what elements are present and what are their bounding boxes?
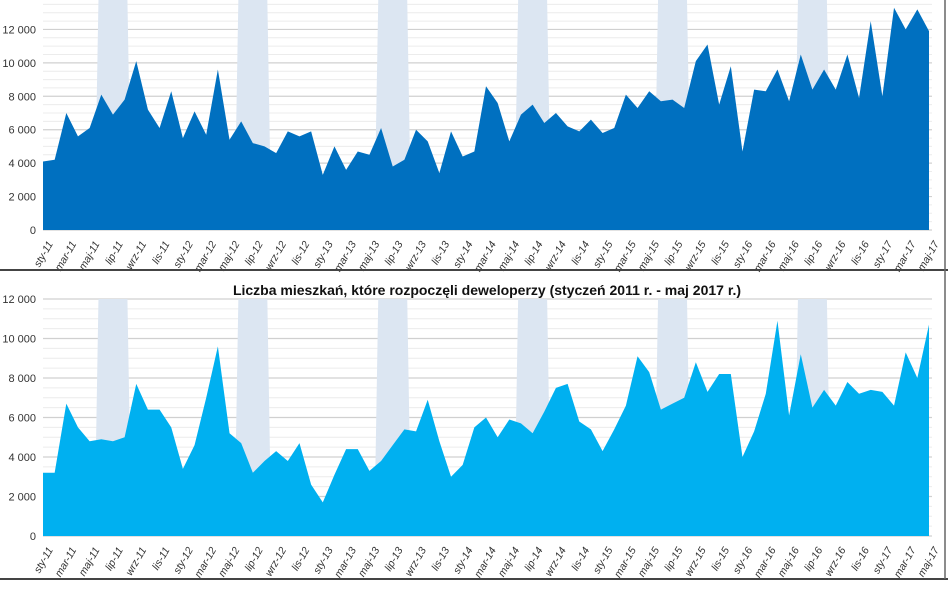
x-tick-label: lis-12 (289, 239, 312, 267)
x-tick-label: lis-16 (849, 545, 872, 573)
x-tick-label: maj-11 (77, 239, 103, 272)
x-tick-label: lis-16 (849, 239, 872, 267)
x-tick-label: sty-15 (591, 239, 616, 270)
x-tick-label: maj-15 (636, 239, 663, 273)
x-tick-label: sty-11 (32, 239, 56, 269)
x-tick-label: sty-13 (311, 239, 336, 270)
x-tick-label: wrz-11 (123, 545, 149, 578)
y-tick-label: 12 000 (2, 24, 36, 36)
y-tick-label: 6 000 (8, 413, 36, 425)
x-tick-label: mar-11 (53, 545, 80, 579)
x-tick-label: lis-14 (569, 239, 592, 267)
area-series (43, 320, 929, 536)
x-tick-label: lip-11 (103, 545, 126, 573)
x-tick-label: maj-12 (216, 545, 243, 579)
x-tick-label: lis-15 (709, 545, 732, 573)
x-tick-label: sty-16 (731, 239, 756, 270)
x-tick-label: sty-15 (591, 545, 616, 576)
x-tick-label: wrz-15 (683, 239, 709, 272)
x-tick-label: sty-14 (451, 239, 476, 270)
x-tick-label: lis-13 (429, 545, 452, 573)
x-tick-label: maj-13 (356, 545, 383, 579)
x-tick-label: wrz-14 (543, 545, 569, 578)
y-tick-label: 8 000 (8, 91, 36, 103)
x-tick-label: maj-17 (916, 238, 943, 273)
x-tick-label: maj-17 (916, 544, 943, 579)
x-tick-label: mar-14 (472, 545, 499, 580)
y-tick-label: 6 000 (8, 125, 36, 137)
x-tick-label: wrz-12 (263, 239, 289, 272)
y-tick-label: 4 000 (8, 158, 36, 170)
x-tick-label: lip-16 (802, 239, 825, 267)
x-tick-label: lis-11 (150, 239, 173, 266)
x-tick-label: mar-12 (192, 545, 219, 580)
x-tick-label: maj-14 (496, 545, 523, 579)
x-tick-label: lis-12 (289, 545, 312, 573)
x-tick-label: sty-14 (451, 545, 476, 576)
x-tick-label: wrz-16 (823, 239, 849, 272)
area-series (43, 7, 929, 231)
x-tick-label: maj-11 (77, 545, 103, 578)
x-tick-label: mar-11 (53, 239, 80, 273)
x-tick-label: lip-11 (103, 239, 126, 267)
x-tick-label: lip-15 (662, 545, 685, 573)
x-tick-label: mar-16 (752, 239, 779, 274)
x-tick-label: sty-12 (171, 239, 196, 270)
x-tick-label: lis-11 (150, 545, 173, 572)
x-tick-label: sty-16 (731, 545, 756, 576)
y-tick-label: 2 000 (8, 492, 36, 504)
y-tick-label: 8 000 (8, 373, 36, 385)
y-tick-label: 0 (30, 531, 36, 543)
x-tick-label: lip-16 (802, 545, 825, 573)
x-tick-label: maj-12 (216, 239, 243, 273)
x-tick-label: mar-17 (892, 544, 920, 580)
x-tick-label: mar-17 (892, 238, 920, 274)
x-tick-label: mar-16 (752, 545, 779, 580)
bottom-chart-title: Liczba mieszkań, które rozpoczęli dewelo… (233, 282, 741, 298)
x-tick-label: lip-13 (382, 239, 405, 267)
x-tick-label: sty-11 (32, 545, 56, 575)
x-tick-label: maj-15 (636, 545, 663, 579)
x-tick-label: wrz-15 (683, 545, 709, 578)
x-tick-label: mar-13 (332, 239, 359, 274)
x-tick-label: lip-15 (662, 239, 685, 267)
x-tick-label: mar-15 (612, 545, 639, 580)
x-tick-label: mar-12 (192, 239, 219, 274)
x-tick-label: wrz-11 (123, 239, 149, 272)
x-tick-label: mar-13 (332, 545, 359, 580)
y-tick-label: 10 000 (2, 58, 36, 70)
x-tick-label: maj-16 (776, 239, 803, 273)
x-tick-label: wrz-14 (543, 239, 569, 272)
y-tick-label: 0 (30, 225, 36, 237)
x-tick-label: mar-14 (472, 239, 499, 274)
y-tick-label: 10 000 (2, 334, 36, 346)
x-tick-label: lip-13 (382, 545, 405, 573)
x-tick-label: wrz-13 (403, 545, 429, 578)
x-tick-label: wrz-16 (823, 545, 849, 578)
x-tick-label: wrz-13 (403, 239, 429, 272)
x-tick-label: lip-14 (522, 239, 545, 267)
x-tick-label: maj-14 (496, 239, 523, 273)
x-tick-label: wrz-12 (263, 545, 289, 578)
x-tick-label: lip-14 (522, 545, 545, 573)
x-tick-label: maj-16 (776, 545, 803, 579)
x-tick-label: sty-12 (171, 545, 196, 576)
x-tick-label: lis-15 (709, 239, 732, 267)
x-tick-label: lip-12 (243, 545, 266, 573)
x-tick-label: lis-14 (569, 545, 592, 573)
x-tick-label: maj-13 (356, 239, 383, 273)
y-tick-label: 12 000 (2, 294, 36, 306)
y-tick-label: 2 000 (8, 192, 36, 204)
y-tick-label: 4 000 (8, 452, 36, 464)
x-tick-label: sty-13 (311, 545, 336, 576)
x-tick-label: lis-13 (429, 239, 452, 267)
x-tick-label: mar-15 (612, 239, 639, 274)
x-tick-label: lip-12 (243, 239, 266, 267)
